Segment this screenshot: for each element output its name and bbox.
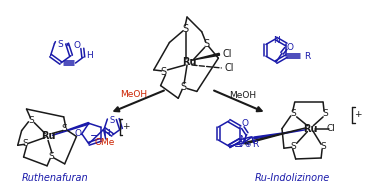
Text: S: S <box>48 152 54 161</box>
Polygon shape <box>52 122 89 135</box>
Text: S: S <box>320 142 326 151</box>
Text: S: S <box>110 115 115 125</box>
Text: S: S <box>161 67 167 77</box>
Text: S: S <box>291 142 297 151</box>
Text: Cl: Cl <box>327 124 335 133</box>
Text: Ru: Ru <box>303 124 318 134</box>
Text: Ruthenafuran: Ruthenafuran <box>22 173 88 183</box>
Text: S: S <box>62 124 68 133</box>
Text: R: R <box>304 52 310 61</box>
Text: Cl: Cl <box>222 49 232 59</box>
Text: S: S <box>29 116 34 125</box>
Text: H: H <box>86 51 93 60</box>
Polygon shape <box>245 128 307 144</box>
Text: O: O <box>286 43 293 52</box>
Text: N: N <box>273 36 279 45</box>
Text: ⊕: ⊕ <box>245 140 251 149</box>
Text: S: S <box>57 40 63 49</box>
Text: S: S <box>204 39 210 49</box>
Text: S: S <box>322 110 328 118</box>
Polygon shape <box>192 53 220 60</box>
Text: MeOH: MeOH <box>120 90 147 99</box>
Text: −: − <box>89 132 99 142</box>
Text: R: R <box>252 140 258 149</box>
Text: S: S <box>182 24 188 34</box>
Text: O: O <box>75 129 82 138</box>
Text: S: S <box>291 110 297 118</box>
Text: OMe: OMe <box>94 138 115 147</box>
Text: Ru: Ru <box>182 57 196 67</box>
Text: +: + <box>122 122 129 131</box>
Text: ⊕: ⊕ <box>237 139 244 148</box>
Text: N: N <box>239 135 245 144</box>
Text: Ru: Ru <box>41 132 55 142</box>
Text: −: − <box>234 142 243 152</box>
Text: Cl: Cl <box>225 63 234 73</box>
Text: S: S <box>180 82 186 92</box>
Polygon shape <box>254 130 307 139</box>
Text: O: O <box>241 119 248 128</box>
Text: Ru-Indolizinone: Ru-Indolizinone <box>255 173 330 183</box>
Text: MeOH: MeOH <box>229 91 256 100</box>
Text: +: + <box>355 110 362 120</box>
Text: H: H <box>103 129 110 138</box>
Text: O: O <box>74 41 81 50</box>
Text: S: S <box>23 139 28 148</box>
